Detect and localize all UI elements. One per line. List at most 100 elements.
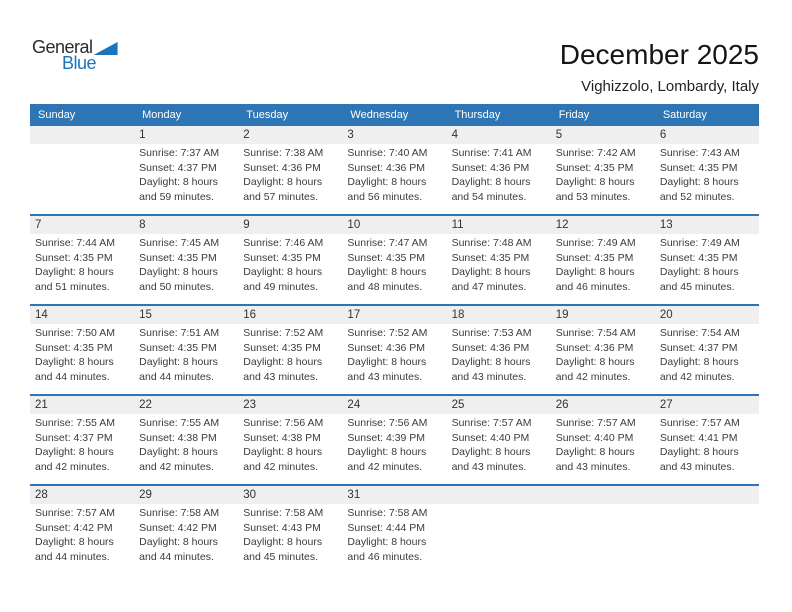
date-number: 25 xyxy=(451,399,465,411)
day-cell: Sunrise: 7:49 AM Sunset: 4:35 PM Daylight:… xyxy=(551,234,655,304)
empty-date-cell xyxy=(30,126,134,144)
sun-info-line: and 46 minutes. xyxy=(347,551,423,564)
sun-info-line: Daylight: 8 hours xyxy=(35,446,114,459)
sun-info-line: Sunset: 4:35 PM xyxy=(659,161,738,174)
sun-info-line: Sunrise: 7:47 AM xyxy=(347,237,428,249)
sun-info-line: and 50 minutes. xyxy=(139,281,214,294)
day-cell: Sunrise: 7:55 AM Sunset: 4:38 PM Daylight:… xyxy=(134,414,238,484)
week-body: Sunrise: 7:55 AM Sunset: 4:37 PM Daylight:… xyxy=(30,414,759,484)
sun-info-line: Daylight: 8 hours xyxy=(451,266,531,279)
sun-info-line: Daylight: 8 hours xyxy=(555,356,635,369)
day-cell: Sunrise: 7:38 AM Sunset: 4:36 PM Daylight:… xyxy=(238,144,342,214)
empty-date-cell xyxy=(551,486,655,504)
sun-info-line: Sunset: 4:36 PM xyxy=(347,161,426,174)
day-header-saturday: Saturday xyxy=(662,109,707,121)
sun-info-line: Daylight: 8 hours xyxy=(347,536,427,549)
sun-info-line: Sunset: 4:35 PM xyxy=(243,341,321,354)
sun-info-line: Daylight: 8 hours xyxy=(139,536,218,549)
day-cell: Sunrise: 7:52 AM Sunset: 4:36 PM Daylight:… xyxy=(342,324,446,394)
date-number: 29 xyxy=(139,489,152,501)
sun-info-line: Sunset: 4:35 PM xyxy=(659,251,738,264)
week-row: 21 22 23 24 25 26 27 Sunrise: 7:55 AM Sunset: 4:… xyxy=(30,394,759,484)
empty-date-cell xyxy=(655,486,759,504)
sun-info-line: Daylight: 8 hours xyxy=(659,176,739,189)
day-header-tuesday: Tuesday xyxy=(246,109,289,121)
week-body: Sunrise: 7:44 AM Sunset: 4:35 PM Daylight:… xyxy=(30,234,759,304)
sun-info-line: and 42 minutes. xyxy=(35,461,110,474)
date-number: 15 xyxy=(139,309,152,321)
sun-info-line: Sunrise: 7:52 AM xyxy=(347,327,428,339)
sun-info-line: Sunrise: 7:48 AM xyxy=(451,237,532,249)
date-number: 2 xyxy=(243,129,250,141)
sun-info-line: and 57 minutes. xyxy=(243,191,318,204)
date-number: 22 xyxy=(139,399,152,411)
sun-info-line: Sunrise: 7:54 AM xyxy=(659,327,740,339)
date-number: 18 xyxy=(451,309,465,321)
date-number: 20 xyxy=(659,309,673,321)
date-number: 6 xyxy=(659,129,667,141)
week-body: Sunrise: 7:37 AM Sunset: 4:37 PM Daylight:… xyxy=(30,144,759,214)
date-number: 8 xyxy=(139,219,146,231)
sun-info-line: and 44 minutes. xyxy=(139,371,214,384)
date-number: 14 xyxy=(35,309,48,321)
date-number: 28 xyxy=(35,489,48,501)
day-header-row: Sunday Monday Tuesday Wednesday Thursday Frid… xyxy=(30,104,759,126)
day-cell: Sunrise: 7:50 AM Sunset: 4:35 PM Daylight:… xyxy=(30,324,134,394)
day-cell: Sunrise: 7:57 AM Sunset: 4:40 PM Daylight:… xyxy=(447,414,551,484)
sun-info-line: Sunrise: 7:58 AM xyxy=(243,507,324,519)
sun-info-line: and 43 minutes. xyxy=(659,461,735,474)
week-row: 28 29 30 31 Sunrise: 7:57 AM Sunset: 4:42 PM D… xyxy=(30,484,759,574)
sun-info-line: and 52 minutes. xyxy=(659,191,735,204)
day-cell: Sunrise: 7:58 AM Sunset: 4:42 PM Daylight:… xyxy=(134,504,238,574)
empty-date-cell xyxy=(447,486,551,504)
sun-info-line: Sunset: 4:37 PM xyxy=(139,161,217,174)
date-number: 19 xyxy=(555,309,569,321)
calendar-weeks: 1 2 3 4 5 6 Sunrise: 7:37 AM Sunset: 4:37 PM Day… xyxy=(30,126,759,574)
sun-info-line: Sunrise: 7:54 AM xyxy=(555,327,636,339)
date-number: 10 xyxy=(347,219,361,231)
day-header-thursday: Thursday xyxy=(454,109,501,121)
sun-info-line: Daylight: 8 hours xyxy=(451,176,531,189)
day-cell: Sunrise: 7:37 AM Sunset: 4:37 PM Daylight:… xyxy=(134,144,238,214)
sun-info-line: Sunset: 4:36 PM xyxy=(451,341,530,354)
sun-info-line: Daylight: 8 hours xyxy=(35,356,114,369)
day-cell: Sunrise: 7:47 AM Sunset: 4:35 PM Daylight:… xyxy=(342,234,446,304)
sun-info-line: Daylight: 8 hours xyxy=(555,176,635,189)
sun-info-line: Sunset: 4:36 PM xyxy=(555,341,634,354)
date-number: 16 xyxy=(243,309,257,321)
sun-info-line: Daylight: 8 hours xyxy=(139,356,218,369)
sun-info-line: and 42 minutes. xyxy=(243,461,318,474)
sun-info-line: and 44 minutes. xyxy=(35,551,110,564)
sun-info-line: Sunset: 4:35 PM xyxy=(35,251,113,264)
sun-info-line: Sunset: 4:35 PM xyxy=(35,341,113,354)
sun-info-line: Sunrise: 7:56 AM xyxy=(243,417,324,429)
day-cell: Sunrise: 7:52 AM Sunset: 4:35 PM Daylight:… xyxy=(238,324,342,394)
date-strip: 21 22 23 24 25 26 27 xyxy=(30,396,759,414)
sun-info-line: and 59 minutes. xyxy=(139,191,214,204)
page-subtitle: Vighizzolo, Lombardy, Italy xyxy=(581,77,759,95)
date-number: 5 xyxy=(555,129,563,141)
sun-info-line: and 43 minutes. xyxy=(243,371,318,384)
day-cell: Sunrise: 7:55 AM Sunset: 4:37 PM Daylight:… xyxy=(30,414,134,484)
sun-info-line: and 56 minutes. xyxy=(347,191,423,204)
sun-info-line: Daylight: 8 hours xyxy=(555,446,635,459)
date-number: 13 xyxy=(659,219,673,231)
sun-info-line: Daylight: 8 hours xyxy=(243,266,323,279)
sun-info-line: Daylight: 8 hours xyxy=(555,266,635,279)
sun-info-line: Sunrise: 7:57 AM xyxy=(451,417,532,429)
sun-info-line: Sunset: 4:35 PM xyxy=(451,251,530,264)
sun-info-line: Daylight: 8 hours xyxy=(659,446,739,459)
empty-day-cell xyxy=(551,504,655,574)
general-blue-logo: General Blue xyxy=(32,38,118,72)
sun-info-line: Sunrise: 7:49 AM xyxy=(659,237,740,249)
sun-info-line: Sunset: 4:35 PM xyxy=(243,251,321,264)
week-body: Sunrise: 7:50 AM Sunset: 4:35 PM Daylight:… xyxy=(30,324,759,394)
day-cell: Sunrise: 7:51 AM Sunset: 4:35 PM Daylight:… xyxy=(134,324,238,394)
date-number: 4 xyxy=(451,129,458,141)
sun-info-line: Sunrise: 7:58 AM xyxy=(139,507,220,519)
day-cell: Sunrise: 7:56 AM Sunset: 4:39 PM Daylight:… xyxy=(342,414,446,484)
day-cell: Sunrise: 7:40 AM Sunset: 4:36 PM Daylight:… xyxy=(342,144,446,214)
day-cell: Sunrise: 7:57 AM Sunset: 4:40 PM Daylight:… xyxy=(551,414,655,484)
sun-info-line: Daylight: 8 hours xyxy=(347,176,427,189)
